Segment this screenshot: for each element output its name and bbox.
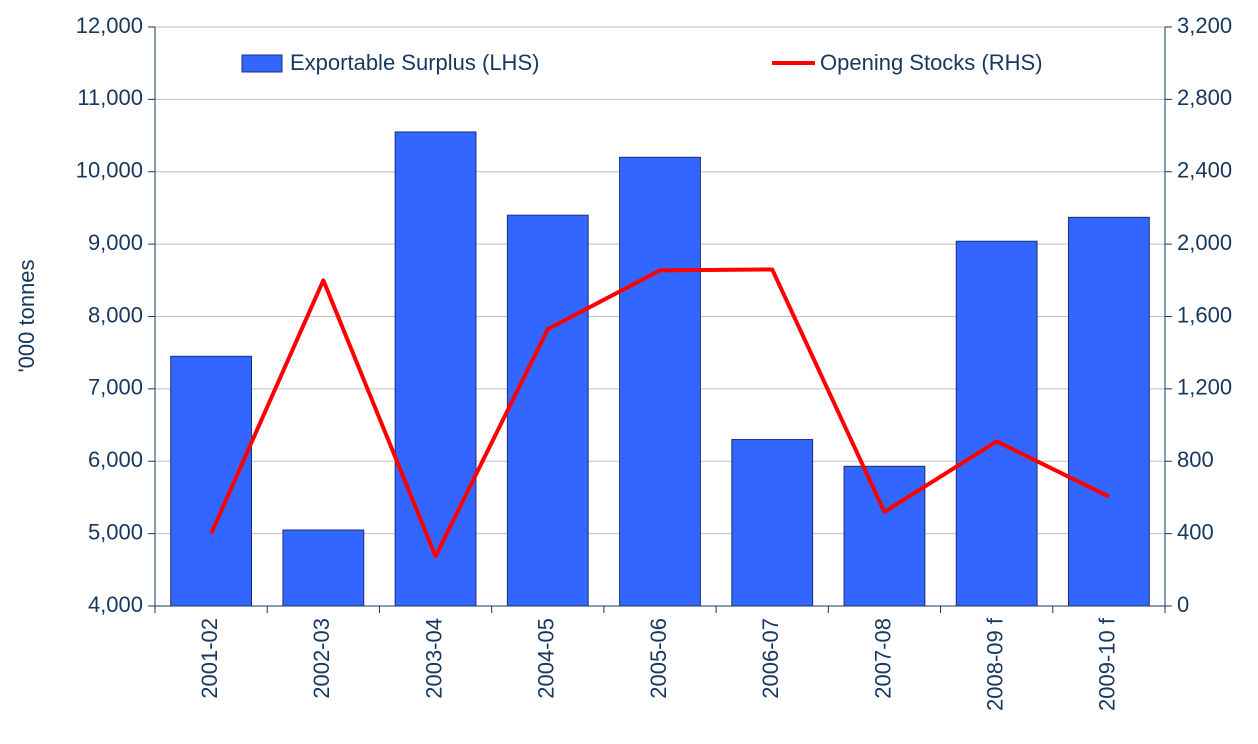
x-tick-label: 2002-03 [309, 618, 334, 699]
x-tick-label: 2008-09 f [982, 617, 1007, 711]
x-tick-label: 2001-02 [197, 618, 222, 699]
bar [394, 131, 477, 607]
x-tick-label: 2006-07 [758, 618, 783, 699]
bar [619, 156, 701, 607]
y-tick-label: 5,000 [88, 519, 143, 544]
legend-label: Exportable Surplus (LHS) [290, 50, 539, 75]
x-tick-label: 2005-06 [646, 618, 671, 699]
y-tick-label: 12,000 [76, 13, 143, 38]
line [209, 267, 1110, 559]
bar [843, 465, 926, 607]
y2-tick-label: 3,200 [1177, 13, 1232, 38]
y2-tick-label: 2,400 [1177, 158, 1232, 183]
y2-tick-label: 1,200 [1177, 375, 1232, 400]
bar [1067, 216, 1150, 607]
y2-tick-label: 2,000 [1177, 230, 1232, 255]
x-tick-label: 2009-10 f [1095, 617, 1120, 711]
y2-tick-label: 0 [1177, 592, 1189, 617]
y2-tick-label: 1,600 [1177, 302, 1232, 327]
legend-swatch [241, 54, 283, 73]
bar [506, 214, 589, 607]
x-tick-label: 2003-04 [421, 618, 446, 699]
y-tick-label: 7,000 [88, 375, 143, 400]
y-axis-label: '000 tonnes [14, 259, 39, 372]
y-tick-label: 10,000 [76, 158, 143, 183]
y-tick-label: 6,000 [88, 447, 143, 472]
legend-label: Opening Stocks (RHS) [820, 50, 1043, 75]
y-tick-label: 4,000 [88, 592, 143, 617]
bar [170, 355, 253, 607]
y2-tick-label: 2,800 [1177, 85, 1232, 110]
bar [731, 439, 814, 607]
bar [955, 240, 1038, 607]
y-tick-label: 8,000 [88, 302, 143, 327]
y2-tick-label: 400 [1177, 519, 1214, 544]
y2-tick-label: 800 [1177, 447, 1214, 472]
y-tick-label: 11,000 [77, 85, 143, 110]
bar [282, 529, 365, 607]
x-tick-label: 2007-08 [870, 618, 895, 699]
x-tick-label: 2004-05 [534, 618, 559, 699]
y-tick-label: 9,000 [88, 230, 143, 255]
